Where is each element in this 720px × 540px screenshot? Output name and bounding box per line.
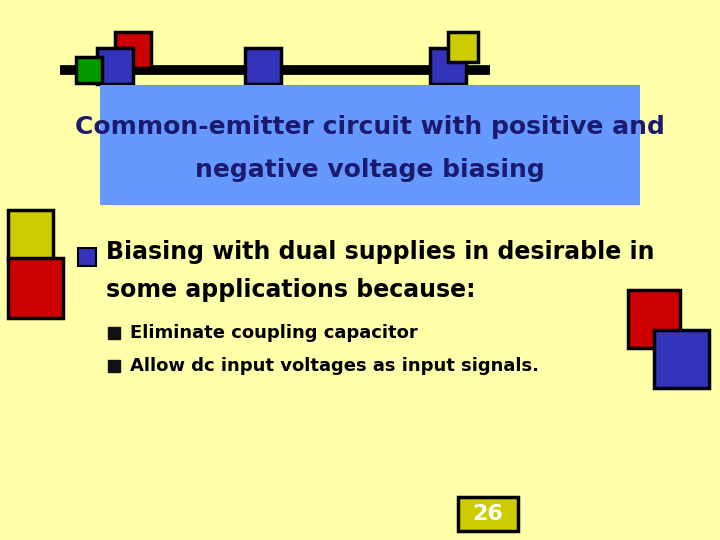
Text: negative voltage biasing: negative voltage biasing bbox=[195, 158, 545, 182]
Bar bbox=[76, 57, 102, 83]
Bar bbox=[115, 32, 151, 68]
Bar bbox=[78, 248, 96, 266]
Bar bbox=[97, 48, 133, 84]
Bar bbox=[458, 497, 518, 531]
Text: 26: 26 bbox=[472, 504, 503, 524]
Bar bbox=[108, 327, 120, 339]
Bar bbox=[100, 85, 640, 205]
Text: Allow dc input voltages as input signals.: Allow dc input voltages as input signals… bbox=[130, 357, 539, 375]
Bar bbox=[8, 210, 53, 260]
Text: Common-emitter circuit with positive and: Common-emitter circuit with positive and bbox=[75, 115, 665, 139]
Text: some applications because:: some applications because: bbox=[106, 278, 475, 302]
Bar bbox=[8, 258, 63, 318]
Bar bbox=[245, 48, 281, 84]
Text: Biasing with dual supplies in desirable in: Biasing with dual supplies in desirable … bbox=[106, 240, 654, 264]
Bar bbox=[448, 32, 478, 62]
Text: Eliminate coupling capacitor: Eliminate coupling capacitor bbox=[130, 324, 418, 342]
Bar bbox=[108, 360, 120, 372]
Bar bbox=[628, 290, 680, 348]
Bar bbox=[430, 48, 466, 84]
Bar bbox=[654, 330, 709, 388]
